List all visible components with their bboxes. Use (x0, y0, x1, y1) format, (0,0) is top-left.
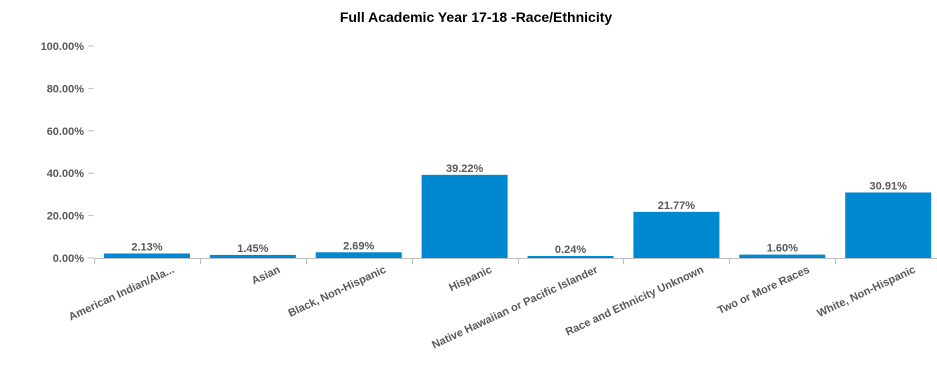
data-label: 0.24% (555, 244, 586, 256)
bar (421, 174, 508, 258)
x-tick-label: Native Hawaiian or Pacific Islander (430, 264, 600, 352)
bar (845, 192, 932, 258)
y-tick-label: 40.00% (47, 168, 85, 180)
x-tick-label: American Indian/Ala... (67, 264, 176, 323)
data-labels: 2.13% 1.45% 2.69% 39.22% 0.24% 21.77% 1.60% 30.… (131, 163, 907, 256)
y-tick-label: 0.00% (53, 253, 84, 265)
bar (103, 253, 190, 258)
bar (739, 254, 826, 258)
x-tick-label: Asian (250, 264, 282, 288)
y-tick-label: 20.00% (47, 211, 85, 223)
chart-title: Full Academic Year 17-18 -Race/Ethnicity (340, 9, 613, 25)
y-axis: 0.00% 20.00% 40.00% 60.00% 80.00% 100.00% (41, 41, 94, 265)
x-tick-label: Black, Non-Hispanic (287, 264, 388, 320)
x-tick-label: White, Non-Hispanic (815, 264, 917, 320)
x-axis (94, 258, 937, 264)
bar (633, 211, 720, 258)
bar (315, 252, 402, 258)
y-tick-label: 100.00% (41, 41, 85, 53)
data-label: 1.60% (767, 243, 798, 255)
x-tick-label: Hispanic (447, 264, 494, 294)
x-tick-labels: American Indian/Ala... Asian Black, Non-Hi… (67, 264, 917, 352)
data-label: 30.91% (870, 180, 908, 192)
data-label: 1.45% (237, 243, 268, 255)
bar-series (103, 174, 932, 258)
data-label: 21.77% (658, 200, 696, 212)
data-label: 39.22% (446, 163, 484, 175)
x-tick-label: Two or More Races (716, 264, 812, 317)
bar (209, 254, 296, 258)
y-tick-label: 60.00% (47, 126, 85, 138)
data-label: 2.13% (131, 241, 162, 253)
data-label: 2.69% (343, 240, 374, 252)
y-tick-label: 80.00% (47, 83, 85, 95)
bar (527, 256, 614, 258)
